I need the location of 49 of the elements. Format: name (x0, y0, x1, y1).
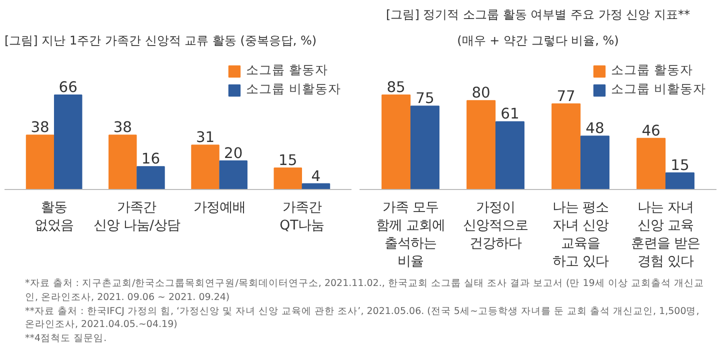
data-label: 85 (386, 79, 406, 96)
bar (552, 103, 581, 190)
chart-title: [그림] 정기적 소그룹 활동 여부별 주요 가정 신앙 지표** (386, 8, 690, 22)
x-tick-label: 가족 모두 함께 교회에 출석하는 비율 (376, 200, 446, 270)
bar (466, 100, 496, 190)
x-tick-label: 나는 평소 자녀 신앙 교육을 하고 있다 (552, 200, 609, 270)
bar (636, 138, 666, 190)
text: **4점척도 질문임. (25, 333, 107, 344)
x-tick-label: 가정예배 (193, 200, 246, 216)
data-label: 16 (141, 150, 160, 168)
data-label: 80 (472, 84, 490, 102)
legend-label: 소그룹 활동자 (610, 62, 693, 79)
data-label: 31 (196, 129, 215, 146)
text: *자료 출처 : 지구촌교회/한국소그룹목회연구원/목회데이터연구소, 2021.11.02., 한국교회 소그룹 실태 조사 결과 보고서 (만 19세 이상 교회출석 개신교인, 온라인조사, 2021. 09.06 ~ 2021. 09.24) (25, 278, 704, 303)
chart-title: [그림] 지난 1주간 가족간 신앙적 교류 활동 (중복응답, %) (4, 34, 317, 48)
bar (136, 166, 165, 190)
data-label: 77 (556, 88, 576, 105)
data-label: 15 (670, 156, 690, 174)
chart-subtitle: (매우 + 약간 그렇다 비율, %) (457, 34, 619, 48)
bar (495, 121, 524, 190)
bar (410, 106, 440, 190)
x-tick-label: 가정이 신앙적으로 건강하다 (463, 200, 528, 252)
bar (191, 144, 220, 190)
data-label: 20 (224, 144, 243, 162)
data-label: 46 (642, 122, 660, 140)
x-tick-label: 활동 없었음 (34, 200, 74, 234)
bar (274, 168, 302, 190)
data-label: 4 (311, 168, 321, 185)
data-label: 66 (58, 79, 78, 96)
x-tick-label: 가족간 QT나눔 (280, 200, 324, 234)
bar (108, 134, 137, 190)
text: **자료 출처 : 한국IFCJ 가정의 힘, ‘가정신앙 및 자녀 신앙 교육에 관한 조사’, 2021.05.06. (전국 5세~고등학생 자녀를 둔 교회 출석 개신교인, 1,500명, 온라인조사, 2021.04.05.~04.19) (25, 306, 700, 330)
x-tick-label: 가족간 신앙 나눔/상담 (93, 200, 180, 234)
legend-label: 소그룹 활동자 (246, 62, 328, 79)
bar (580, 136, 610, 190)
bar (665, 172, 694, 190)
data-label: 15 (278, 152, 298, 170)
legend-label: 소그룹 비활동자 (246, 81, 341, 98)
bar (382, 94, 411, 190)
data-label: 38 (30, 119, 50, 136)
data-label: 75 (416, 90, 434, 108)
bar (219, 160, 248, 190)
legend-label: 소그룹 비활동자 (610, 81, 706, 98)
x-tick-label: 나는 자녀 신앙 교육 훈련을 받은 경험 있다 (630, 200, 700, 270)
data-label: 48 (586, 120, 604, 138)
data-label: 61 (500, 106, 520, 123)
bar (26, 134, 54, 190)
bar (54, 94, 82, 190)
data-label: 38 (113, 119, 132, 136)
